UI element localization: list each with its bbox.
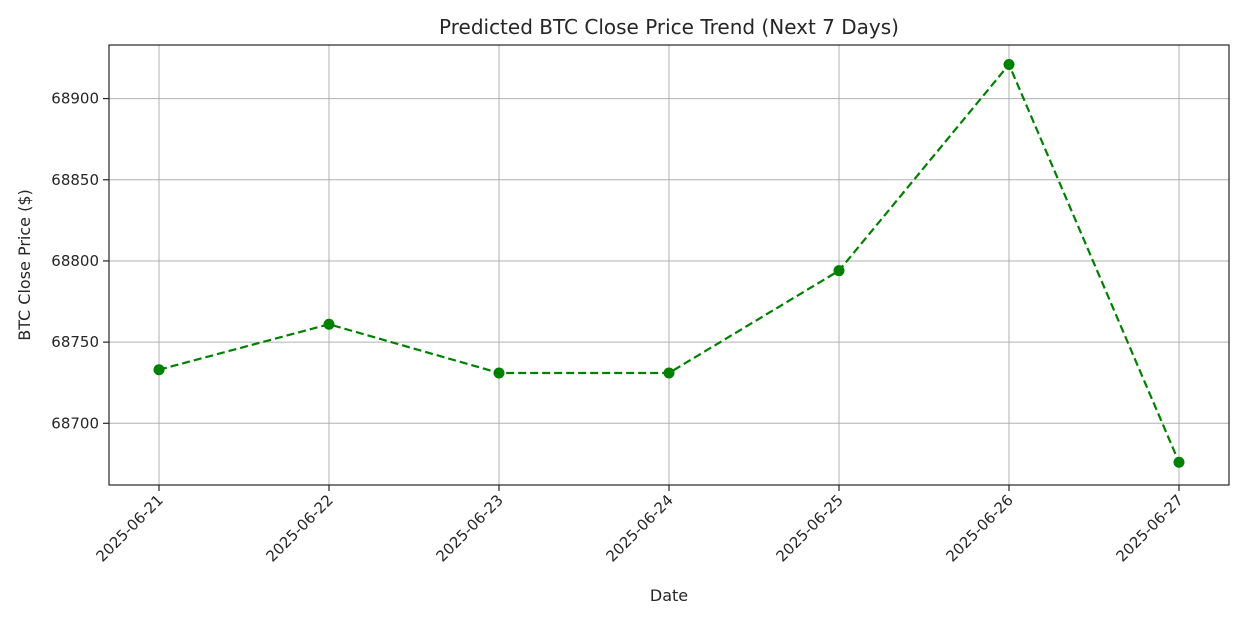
x-axis-label: Date (650, 586, 688, 605)
chart-title: Predicted BTC Close Price Trend (Next 7 … (439, 15, 899, 39)
axis-ticks: 2025-06-21 2025-06-22 2025-06-23 2025-06-24… (51, 90, 1187, 566)
grid (109, 45, 1229, 485)
y-tick-label: 68750 (51, 333, 99, 351)
x-tick-label: 2025-06-21 (92, 491, 166, 565)
y-tick-label: 68900 (51, 90, 99, 108)
data-point (1003, 58, 1015, 70)
x-tick-label: 2025-06-23 (432, 491, 506, 565)
x-tick-label: 2025-06-26 (942, 491, 1016, 565)
x-tick-label: 2025-06-25 (772, 491, 846, 565)
y-tick-label: 68700 (51, 414, 99, 432)
data-point (493, 367, 505, 379)
data-point (1173, 456, 1185, 468)
x-tick-label: 2025-06-24 (602, 491, 676, 565)
x-tick-label: 2025-06-22 (262, 491, 336, 565)
data-point (663, 367, 675, 379)
data-point (833, 265, 845, 277)
series-line-layer (153, 58, 1185, 468)
x-tick-label: 2025-06-27 (1112, 491, 1186, 565)
y-tick-label: 68800 (51, 252, 99, 270)
y-tick-label: 68850 (51, 171, 99, 189)
y-axis-label: BTC Close Price ($) (15, 189, 34, 341)
data-point (323, 318, 335, 330)
data-point (153, 364, 165, 376)
